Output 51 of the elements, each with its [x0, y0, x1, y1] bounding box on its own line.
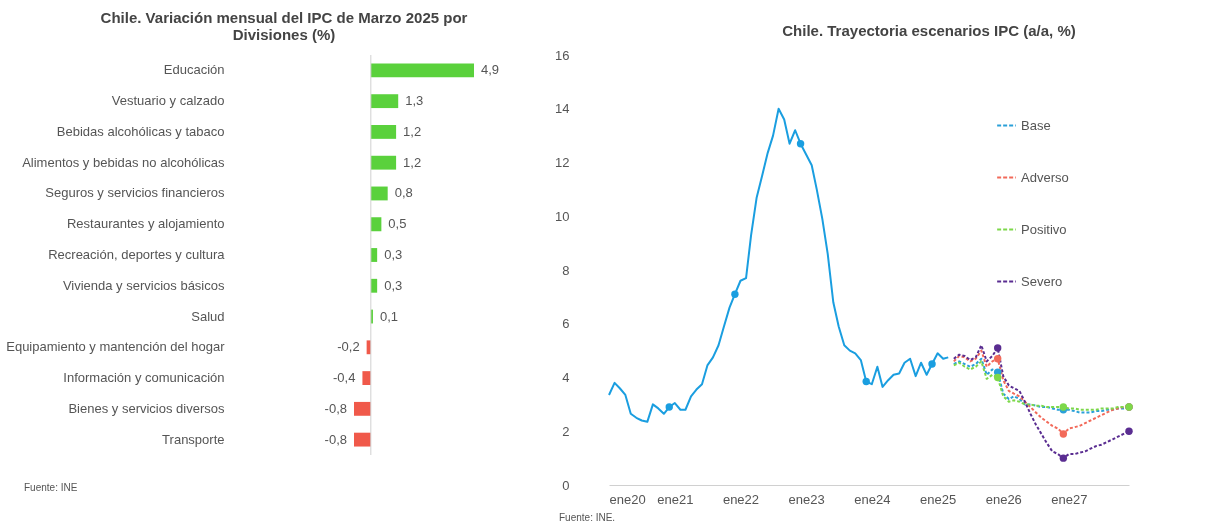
data-label: -0,2	[337, 339, 360, 355]
x-tick-label: ene27	[1051, 491, 1088, 507]
data-label: 0,5	[388, 216, 407, 232]
x-tick-label: ene25	[920, 491, 957, 507]
y-tick-label: Información y comunicación	[63, 370, 225, 386]
y-tick-label: Transporte	[162, 431, 225, 447]
legend-label: Severo	[1021, 273, 1063, 289]
y-tick-label: Restaurantes y alojamiento	[66, 216, 225, 232]
y-tick-label: 2	[562, 423, 570, 439]
y-tick-label: 6	[562, 316, 570, 332]
legend-label: Adverso	[1021, 169, 1069, 185]
y-tick-label: Salud	[191, 308, 225, 324]
y-tick-label: Vestuario y calzado	[111, 93, 225, 109]
data-label: 0,8	[394, 185, 413, 201]
chart-title: Chile. Variación mensual del IPC de Marzo 2025 por Divisiones (%)	[100, 8, 468, 43]
x-tick-label: ene21	[657, 491, 694, 507]
data-label: 0,3	[384, 247, 403, 262]
y-tick-label: 14	[555, 101, 570, 117]
source-note: Fuente: INE.	[559, 512, 616, 523]
y-tick-label: Educación	[163, 62, 225, 78]
x-tick-label: ene20	[609, 491, 646, 507]
x-tick-label: ene22	[722, 491, 760, 507]
data-label: 0,3	[384, 277, 403, 293]
y-tick-label: Alimentos y bebidas no alcohólicas	[22, 154, 225, 170]
y-tick-label: Seguros y servicios financieros	[45, 185, 225, 201]
data-label: -0,4	[333, 370, 356, 386]
legend-label: Base	[1021, 117, 1051, 133]
y-tick-label: 0	[562, 477, 570, 493]
chart-title: Chile. Trayectoria escenarios IPC (a/a, %)	[782, 22, 1076, 39]
data-label: 1,2	[403, 123, 422, 139]
data-label: -0,8	[324, 400, 347, 416]
y-tick-label: Bebidas alcohólicas y tabaco	[56, 123, 225, 139]
legend-label: Positivo	[1021, 221, 1067, 237]
source-note: Fuente: INE	[24, 482, 78, 493]
y-tick-label: Bienes y servicios diversos	[68, 400, 225, 416]
x-tick-label: ene23	[788, 491, 825, 507]
data-label: 4,9	[481, 62, 500, 78]
y-tick-label: 4	[562, 370, 570, 385]
data-label: -0,8	[324, 431, 347, 447]
y-tick-label: Equipamiento y mantención del hogar	[6, 339, 226, 355]
y-tick-label: Vivienda y servicios básicos	[62, 277, 225, 293]
x-tick-label: ene26	[985, 491, 1022, 507]
data-label: 1,2	[403, 154, 422, 170]
y-tick-label: 16	[555, 47, 570, 63]
data-label: 1,3	[405, 93, 424, 109]
y-tick-label: 10	[555, 208, 570, 224]
y-tick-label: 12	[555, 155, 570, 170]
y-tick-label: 8	[562, 262, 570, 278]
x-tick-label: ene24	[854, 491, 891, 507]
data-label: 0,1	[379, 308, 399, 324]
y-tick-label: Recreación, deportes y cultura	[48, 247, 226, 262]
